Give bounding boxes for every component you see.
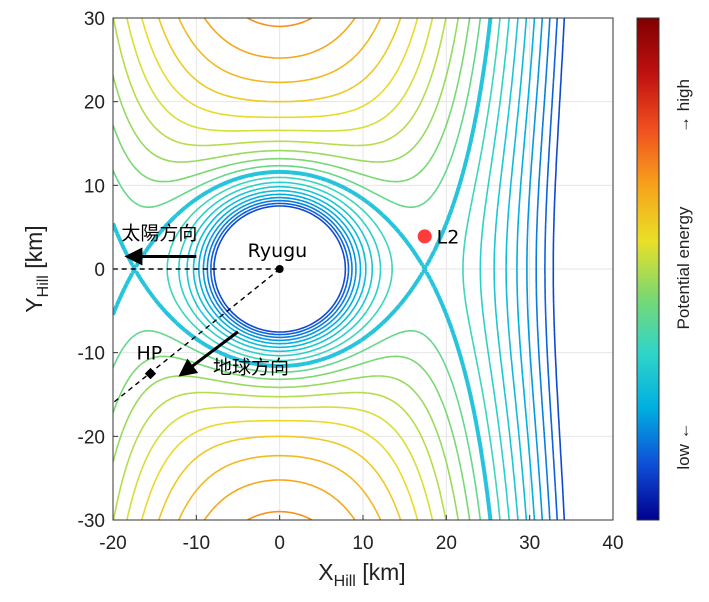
contour-line xyxy=(198,18,536,520)
ryugu-point xyxy=(275,265,284,273)
marker-points: Ryugu L2 HP xyxy=(137,226,460,380)
direction-label: 太陽方向 xyxy=(121,223,197,245)
reference-lines xyxy=(113,268,281,404)
x-tick-label: 0 xyxy=(274,533,285,554)
colorbar xyxy=(636,17,660,521)
direction-arrow xyxy=(178,330,239,377)
x-tick-label: 30 xyxy=(519,533,540,554)
contour-line xyxy=(202,18,544,520)
x-tick-label: 20 xyxy=(436,533,457,554)
y-tick-label: -10 xyxy=(78,344,105,365)
contour-line xyxy=(113,18,447,520)
l2-label: L2 xyxy=(437,226,460,248)
x-axis-label: XHill [km] xyxy=(318,559,405,590)
y-tick-label: -30 xyxy=(78,511,105,532)
colorbar-middle-label: Potential energy xyxy=(674,206,693,329)
contour-line xyxy=(178,18,382,520)
contour-line xyxy=(186,18,519,520)
hp-point xyxy=(144,367,157,380)
colorbar-high-label: → high xyxy=(674,79,693,133)
l2-point xyxy=(417,229,432,244)
x-tick-label: -20 xyxy=(99,533,126,554)
contour-line xyxy=(126,18,434,520)
y-tick-label: 30 xyxy=(84,9,105,30)
contour-line xyxy=(203,18,356,520)
x-tick-label: -10 xyxy=(183,533,210,554)
y-tick-label: 20 xyxy=(84,93,105,114)
y-tick-label: 10 xyxy=(84,176,105,197)
contour-line xyxy=(178,18,510,520)
contour-line xyxy=(113,18,482,520)
contour-line xyxy=(213,18,566,520)
y-axis-label: YHill [km] xyxy=(21,225,52,312)
ryugu-label: Ryugu xyxy=(248,240,308,262)
hp-label: HP xyxy=(137,343,163,365)
colorbar-low-label: low ← xyxy=(674,422,693,469)
contour-line xyxy=(206,18,551,520)
x-tick-label: 10 xyxy=(352,533,373,554)
x-tick-label: 40 xyxy=(602,533,623,554)
contour-line xyxy=(210,18,558,520)
contour-lines xyxy=(113,18,566,520)
direction-label: 地球方向 xyxy=(213,357,289,379)
contour-line xyxy=(166,18,501,520)
y-tick-label: -20 xyxy=(78,427,105,448)
contour-line xyxy=(157,18,402,520)
contour-line xyxy=(113,18,459,520)
contour-line xyxy=(192,18,528,520)
y-tick-label: 0 xyxy=(94,260,105,281)
